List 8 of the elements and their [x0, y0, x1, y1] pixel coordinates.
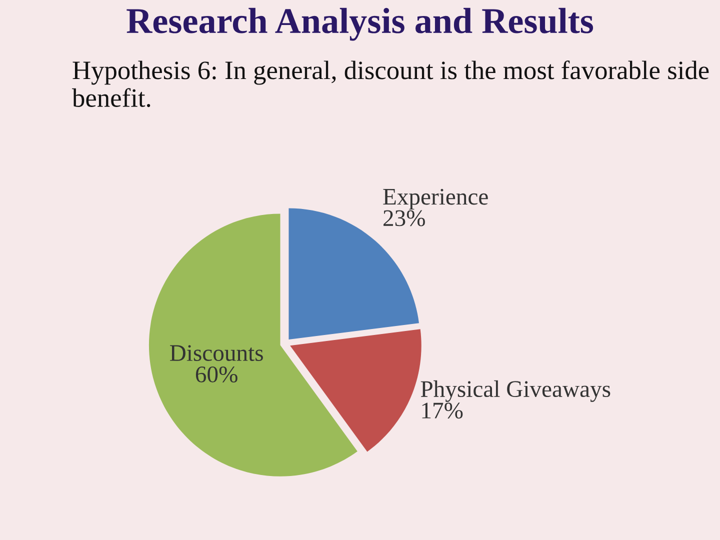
slice-label: Discounts: [170, 345, 263, 361]
data-label: 23%: [384, 210, 425, 226]
data-label: 60%: [196, 366, 238, 382]
slice-label: Experience: [383, 188, 488, 210]
chart-subtitle: Hypothesis 6: In general, discount is the most favorable side benefit.: [72, 60, 709, 108]
data-label: 17%: [422, 402, 463, 419]
slice-label: Physical Giveaways: [420, 380, 610, 402]
chart-title: Research Analysis and Results: [126, 8, 594, 41]
